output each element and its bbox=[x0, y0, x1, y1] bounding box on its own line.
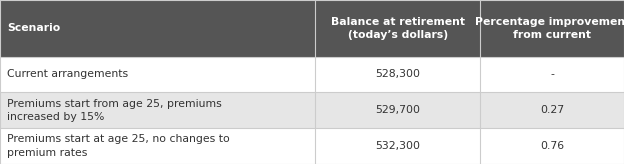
Bar bbox=[0, 128, 315, 164]
Text: Percentage improvement
from current: Percentage improvement from current bbox=[475, 17, 624, 40]
Bar bbox=[0, 92, 315, 128]
Text: Scenario: Scenario bbox=[7, 23, 61, 33]
Text: Balance at retirement
(today’s dollars): Balance at retirement (today’s dollars) bbox=[331, 17, 465, 40]
Bar bbox=[315, 128, 480, 164]
Text: 532,300: 532,300 bbox=[375, 141, 421, 151]
Bar bbox=[0, 0, 315, 57]
Bar bbox=[480, 0, 624, 57]
Text: Premiums start at age 25, no changes to
premium rates: Premiums start at age 25, no changes to … bbox=[7, 134, 230, 158]
Text: Current arrangements: Current arrangements bbox=[7, 70, 129, 80]
Bar bbox=[480, 57, 624, 92]
Bar bbox=[315, 92, 480, 128]
Bar bbox=[315, 57, 480, 92]
Text: 528,300: 528,300 bbox=[375, 70, 421, 80]
Text: 0.27: 0.27 bbox=[540, 105, 564, 115]
Bar bbox=[0, 57, 315, 92]
Bar bbox=[480, 92, 624, 128]
Bar bbox=[480, 128, 624, 164]
Text: Premiums start from age 25, premiums
increased by 15%: Premiums start from age 25, premiums inc… bbox=[7, 99, 222, 122]
Text: 529,700: 529,700 bbox=[375, 105, 421, 115]
Text: 0.76: 0.76 bbox=[540, 141, 564, 151]
Text: -: - bbox=[550, 70, 554, 80]
Bar bbox=[315, 0, 480, 57]
